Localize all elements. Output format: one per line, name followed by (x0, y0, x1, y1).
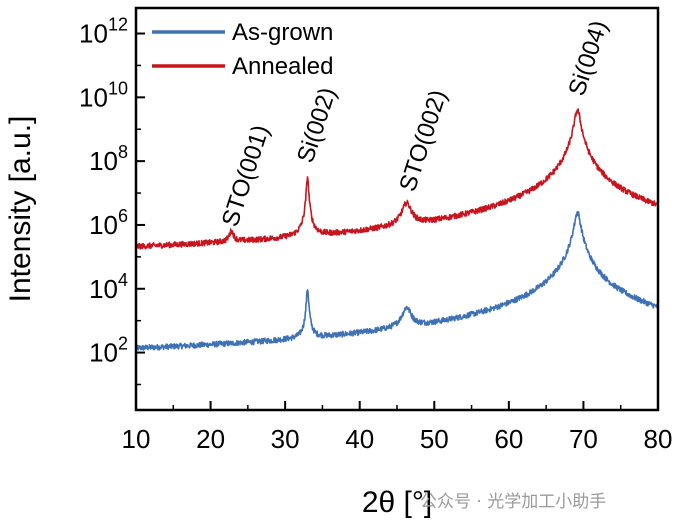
y-axis-title: Intensity [a.u.] (4, 116, 37, 303)
y-tick-label: 102 (89, 334, 128, 368)
series-line-as-grown (136, 210, 658, 351)
x-tick-label: 20 (196, 424, 225, 454)
legend-label: Annealed (232, 53, 333, 80)
x-tick-label: 50 (420, 424, 449, 454)
x-tick-label: 60 (494, 424, 523, 454)
y-tick-label: 108 (89, 142, 128, 176)
watermark-text: 公众号 · 光学加工小助手 (420, 492, 607, 512)
x-tick-label: 70 (569, 424, 598, 454)
annotations: STO(001) Si(002) STO(002) Si(004) (217, 17, 613, 230)
peak-label: Si(004) (563, 17, 613, 99)
x-tick-label: 80 (644, 424, 673, 454)
x-tick-label: 10 (122, 424, 151, 454)
y-tick-label: 104 (89, 270, 128, 304)
peak-label: STO(001) (217, 122, 275, 230)
peak-label: Si(002) (292, 84, 342, 166)
legend-label: As-grown (232, 19, 333, 46)
series-layer (136, 108, 658, 351)
y-tick-label: 1012 (79, 15, 128, 49)
peak-label: STO(002) (394, 87, 452, 195)
y-tick-label: 1010 (79, 78, 128, 112)
series-line-annealed (136, 108, 658, 250)
x-axis-title: 2θ [°] (362, 486, 432, 519)
ticks-layer: 10 20 30 40 50 60 70 80 102 104 106 108 1010 1012 (79, 15, 672, 454)
x-tick-label: 40 (345, 424, 374, 454)
y-tick-label: 106 (89, 206, 128, 240)
legend: As-grown Annealed (152, 19, 333, 80)
x-tick-label: 30 (271, 424, 300, 454)
